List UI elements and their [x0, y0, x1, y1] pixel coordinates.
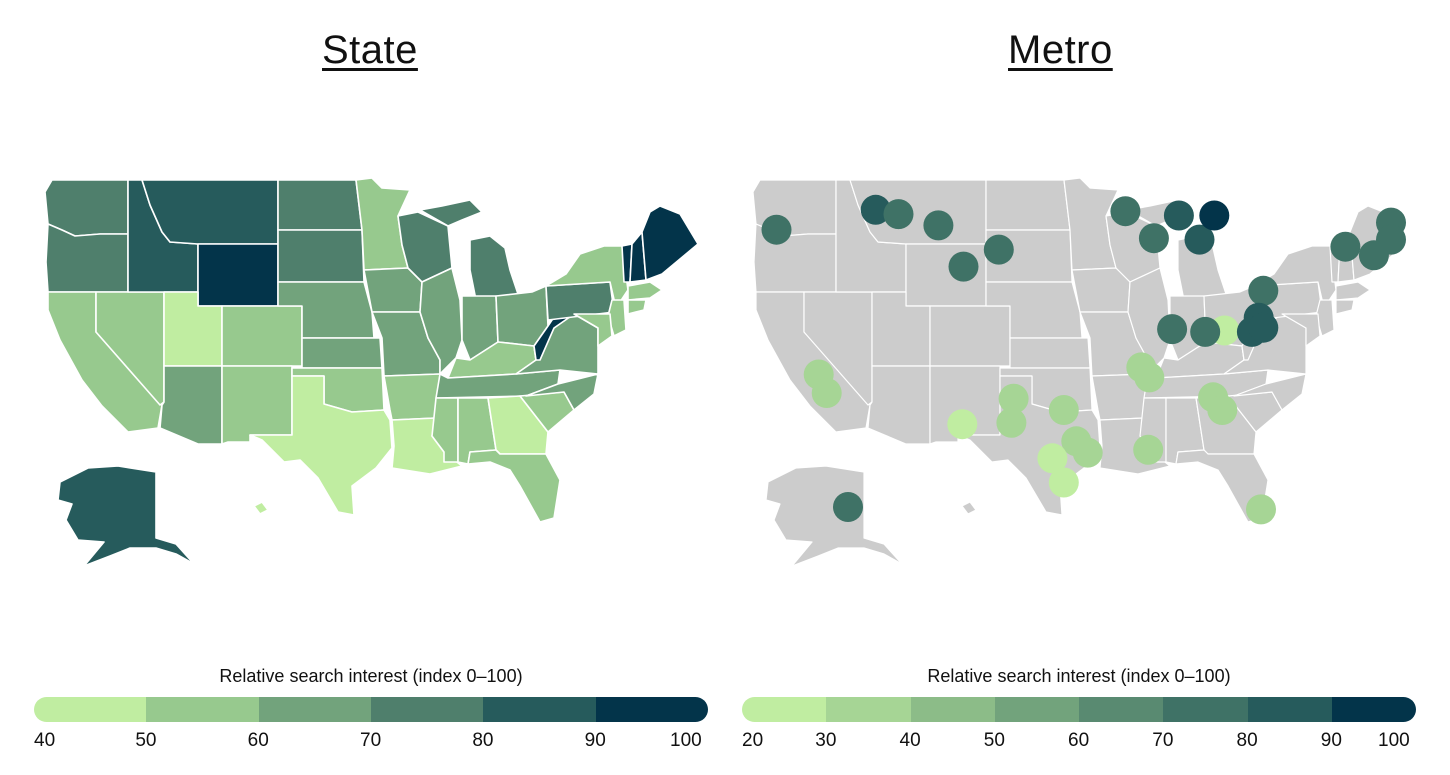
state-il	[419, 267, 463, 375]
metro-legend-tick-label: 40	[899, 730, 921, 751]
metro-bubble	[1037, 443, 1068, 474]
metro-legend-swatch	[826, 697, 911, 722]
state-ma	[627, 281, 663, 301]
metro-bubble	[833, 492, 863, 522]
metro-bubble	[860, 194, 891, 225]
state-legend-title: Relative search interest (index 0–100)	[219, 666, 523, 686]
state-legend-tick-label: 50	[135, 730, 157, 751]
metro-bubble	[1133, 434, 1164, 465]
state-legend-swatch	[370, 697, 484, 722]
metro-bubble	[996, 407, 1027, 438]
metro-legend-swatch	[1163, 697, 1248, 722]
metro-legend-swatch	[994, 697, 1079, 722]
state-me	[641, 205, 699, 281]
state-legend-swatch	[34, 697, 147, 722]
metro-legend-swatch	[1079, 697, 1164, 722]
state-mi	[419, 199, 483, 227]
metro-legend-tick-label: 90	[1320, 730, 1342, 751]
state-legend-tick-label: 90	[584, 730, 606, 751]
metro-bubble	[883, 199, 914, 230]
metro-bubble	[1330, 231, 1361, 262]
metro-bubble	[1134, 362, 1165, 393]
metro-base-state-co	[929, 305, 1011, 367]
metro-legend-color-bar	[742, 697, 1416, 722]
metro-bubble	[1248, 275, 1279, 306]
state-legend-swatch	[483, 697, 596, 722]
metro-base-state-ak	[765, 465, 903, 567]
metro-base-state-ks	[1009, 337, 1091, 369]
state-legend-tick-label: 100	[670, 730, 702, 751]
metro-bubble	[1246, 494, 1276, 525]
metro-bubble	[1157, 314, 1188, 345]
state-legend-color-bar	[34, 697, 708, 722]
metro-bubble	[1190, 316, 1221, 347]
metro-legend-tick-label: 60	[1068, 730, 1090, 751]
metro-bubble	[998, 383, 1029, 414]
metro-legend-tick-label: 80	[1236, 730, 1258, 751]
metro-legend-tick-label: 50	[983, 730, 1005, 751]
metro-bubble	[983, 234, 1014, 265]
metro-bubble	[1110, 196, 1141, 227]
state-tx	[249, 375, 393, 516]
state-mi	[469, 235, 521, 301]
state-legend-tick-label: 70	[360, 730, 382, 751]
state-wv	[533, 313, 575, 361]
metro-legend-swatch	[910, 697, 995, 722]
metro-bubble	[811, 378, 842, 408]
state-nc	[525, 373, 599, 411]
state-ak	[57, 465, 195, 567]
metro-bubble	[1184, 224, 1215, 255]
metro-base-state-md	[1281, 313, 1321, 347]
metro-legend-swatch	[742, 697, 827, 722]
state-legend-tick-label: 80	[472, 730, 494, 751]
metro-base-state-nc	[1233, 373, 1307, 411]
metro-bubble-map	[752, 177, 1407, 567]
metro-legend-tick-label: 100	[1378, 730, 1410, 751]
metro-bubble	[1199, 200, 1230, 231]
metro-bubble	[1061, 426, 1092, 457]
metro-legend-tick-label: 20	[742, 730, 764, 751]
metro-bubble	[1163, 200, 1194, 231]
metro-legend-swatch	[1247, 697, 1332, 722]
state-legend-swatch	[146, 697, 259, 722]
metro-bubble	[1048, 467, 1079, 498]
metro-base-state-ma	[1335, 281, 1371, 301]
state-map-title: State	[322, 28, 418, 72]
state-choropleth-map	[44, 177, 699, 567]
metro-bubble	[947, 409, 978, 440]
state-legend-tick-label: 60	[247, 730, 269, 751]
metro-bubble	[1207, 395, 1238, 425]
metro-map-title: Metro	[1008, 28, 1113, 72]
metro-base-state-nj	[1315, 299, 1335, 337]
state-ct	[627, 299, 647, 315]
metro-bubble	[923, 210, 954, 241]
metro-base-state-az	[867, 365, 931, 445]
metro-base-state-nd	[985, 179, 1071, 231]
metro-legend-swatch	[1331, 697, 1416, 722]
state-fl	[467, 449, 561, 523]
state-legend-tick-label: 40	[34, 730, 56, 751]
state-legend-swatch	[595, 697, 708, 722]
metro-legend-title: Relative search interest (index 0–100)	[927, 666, 1231, 686]
metro-bubble	[761, 214, 792, 245]
metro-base-state-ct	[1335, 299, 1355, 315]
metro-base-state-hi	[961, 501, 977, 515]
metro-bubble	[1048, 395, 1079, 425]
metro-bubble	[1138, 223, 1169, 254]
metro-legend-tick-label: 30	[815, 730, 837, 751]
state-md	[573, 313, 613, 347]
state-legend-swatch	[258, 697, 371, 722]
metro-bubble	[1248, 312, 1279, 343]
metro-bubble	[948, 251, 979, 282]
state-hi	[253, 501, 269, 515]
metro-base-state-ia	[1071, 267, 1131, 313]
metro-bubble	[1358, 240, 1389, 271]
metro-legend-tick-label: 70	[1152, 730, 1174, 751]
